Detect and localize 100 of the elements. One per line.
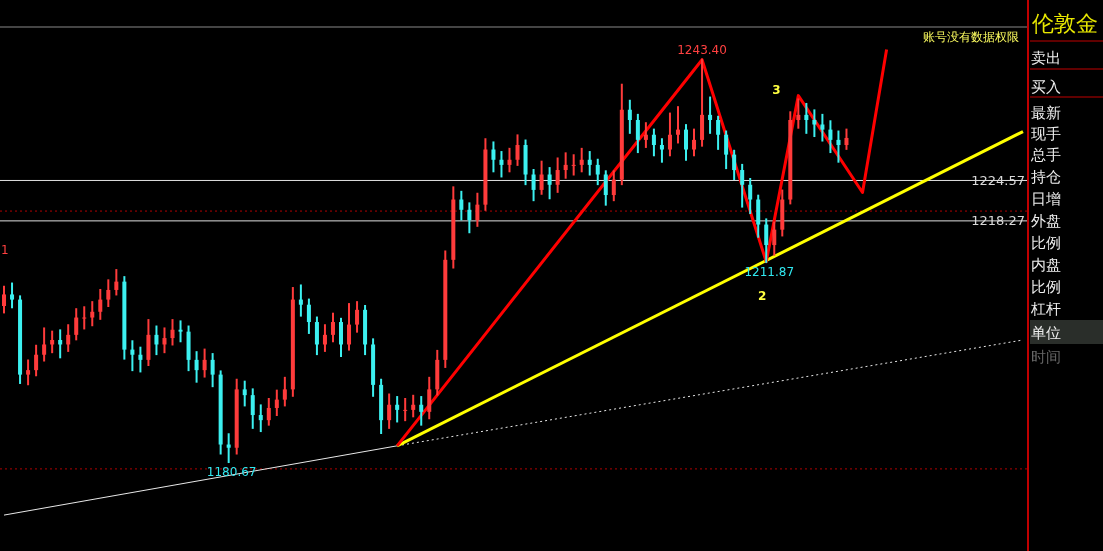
candlestick — [282, 376, 287, 407]
annotation: 1 — [1, 243, 9, 257]
text: 持仓 — [1031, 168, 1061, 186]
candlestick — [306, 298, 311, 334]
candlestick — [98, 288, 103, 320]
candlestick — [258, 404, 263, 433]
candlestick — [298, 284, 303, 317]
candlestick — [170, 319, 175, 346]
candlestick — [828, 120, 833, 154]
candlestick — [90, 301, 95, 327]
candlestick — [210, 353, 215, 388]
candlestick — [26, 359, 31, 386]
candlestick — [411, 394, 416, 418]
candlestick — [836, 130, 841, 163]
candlestick — [347, 303, 352, 351]
candlestick — [643, 122, 648, 148]
candlestick — [796, 98, 801, 129]
candlestick — [515, 134, 520, 166]
candlestick — [732, 149, 737, 180]
candlestick — [242, 380, 247, 407]
text: 杠杆 — [1030, 300, 1061, 318]
candlestick — [667, 112, 672, 157]
text: 时间 — [1031, 348, 1061, 366]
candlestick — [475, 192, 480, 227]
candlestick — [314, 316, 319, 356]
candlestick — [330, 312, 335, 343]
candlestick — [178, 320, 183, 343]
text: 伦敦金 — [1032, 11, 1098, 36]
candlestick — [387, 393, 392, 429]
text: 外盘 — [1031, 212, 1061, 230]
candlestick — [499, 151, 504, 178]
candlestick — [355, 301, 360, 333]
text: 卖出 — [1031, 49, 1061, 67]
candlestick — [194, 351, 199, 383]
line-series — [395, 47, 889, 448]
candlestick — [74, 308, 79, 341]
candlestick — [611, 170, 616, 202]
candlestick — [547, 167, 552, 200]
candlestick — [395, 396, 400, 423]
candlestick — [804, 102, 809, 134]
candlestick — [635, 113, 640, 154]
candlestick — [659, 138, 664, 163]
candlestick — [507, 147, 512, 173]
candlestick — [692, 128, 697, 157]
candlestick — [595, 158, 600, 186]
candlestick — [579, 147, 584, 173]
candlestick — [764, 218, 769, 263]
candlestick — [138, 346, 143, 373]
candlestick — [748, 178, 753, 214]
candlestick — [2, 285, 7, 314]
candlestick — [820, 113, 825, 142]
text: 比例 — [1031, 234, 1061, 252]
candlestick — [539, 160, 544, 195]
candlestick — [491, 141, 496, 173]
candlestick — [114, 269, 119, 296]
candlestick — [419, 396, 424, 426]
candlestick — [772, 221, 777, 256]
text: 比例 — [1031, 278, 1061, 296]
text: 内盘 — [1031, 256, 1061, 274]
annotation: 1180.67 — [206, 465, 257, 480]
candlestick — [651, 128, 656, 157]
annotation: 2 — [758, 288, 767, 303]
candlestick — [274, 389, 279, 417]
annotation: 账号没有数据权限 — [923, 30, 1019, 44]
candlestick — [563, 152, 568, 179]
candlestick — [708, 96, 713, 134]
candlestick — [34, 344, 39, 377]
text: 日增 — [1031, 190, 1061, 208]
candlestick — [202, 348, 207, 378]
candlestick — [66, 324, 71, 352]
text: 现手 — [1031, 125, 1061, 143]
candlestick — [627, 99, 632, 134]
candlestick — [555, 157, 560, 193]
candlestick — [162, 327, 167, 354]
candlestick — [571, 154, 576, 176]
candlestick — [716, 115, 721, 150]
candlestick — [587, 151, 592, 176]
text: 总手 — [1030, 146, 1061, 164]
candlestick — [250, 388, 255, 429]
candlestick — [130, 340, 135, 372]
candlestick — [226, 433, 231, 464]
candlestick — [675, 106, 680, 144]
candlestick — [427, 376, 432, 420]
candlestick — [322, 324, 327, 352]
annotation: 1243.40 — [677, 42, 727, 57]
candlestick — [82, 306, 87, 330]
annotation: 1211.87 — [744, 264, 795, 279]
candlestick — [740, 163, 745, 208]
candlestick — [844, 128, 849, 150]
text: 最新 — [1031, 104, 1061, 122]
candlestick — [266, 398, 271, 426]
text: 单位 — [1031, 324, 1061, 342]
candlestick — [403, 398, 408, 422]
candlestick — [603, 170, 608, 206]
candlestick — [10, 282, 15, 309]
annotation: 3 — [772, 82, 781, 97]
candlestick — [724, 130, 729, 170]
candlestick — [684, 124, 689, 161]
candlestick — [467, 202, 472, 234]
candlestick — [42, 327, 47, 362]
